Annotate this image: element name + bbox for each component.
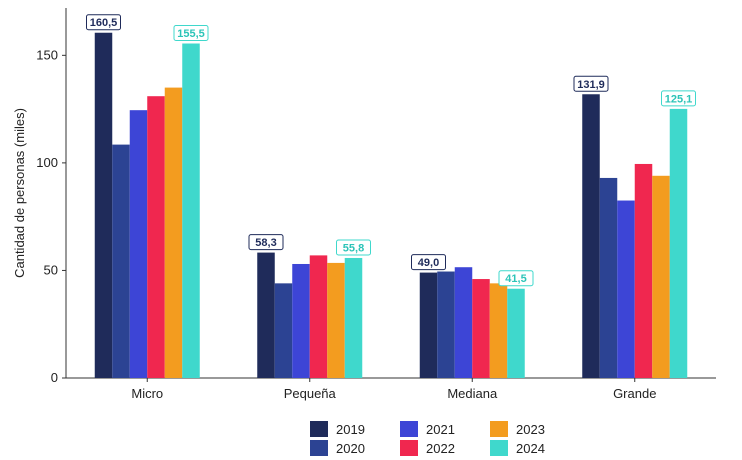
- y-tick-label: 100: [36, 155, 58, 170]
- x-tick-label: Grande: [613, 386, 656, 401]
- data-label: 55,8: [343, 242, 364, 254]
- data-label: 125,1: [665, 93, 693, 105]
- x-tick-label: Micro: [131, 386, 163, 401]
- data-label: 41,5: [505, 273, 526, 285]
- data-label: 131,9: [577, 79, 605, 91]
- bar-2021-pequeña: [292, 263, 310, 378]
- bar-2020-mediana: [437, 271, 455, 378]
- bar-2024-micro: [182, 43, 200, 378]
- legend-swatch-2019: [310, 421, 328, 437]
- data-label-box: [173, 24, 209, 41]
- legend-swatch-2021: [400, 421, 418, 437]
- bar-2021-mediana: [454, 267, 473, 378]
- data-label-box: [573, 75, 609, 92]
- data-label-box: [248, 234, 284, 251]
- y-tick-label: 50: [44, 262, 58, 277]
- legend-swatch-2024: [490, 440, 508, 456]
- bar-2022-micro: [147, 96, 165, 378]
- data-label-box: [86, 14, 121, 31]
- bar-2020-grande: [599, 177, 618, 378]
- bar-2019-mediana: [419, 272, 438, 378]
- data-label-box: [498, 270, 534, 287]
- bar-2020-micro: [112, 144, 130, 378]
- legend-label-2023: 2023: [516, 422, 545, 437]
- bar-2024-pequeña: [344, 257, 363, 378]
- data-label: 49,0: [418, 257, 439, 269]
- bar-2024-grande: [669, 108, 688, 379]
- bar-2021-grande: [617, 200, 635, 378]
- bar-2022-pequeña: [309, 255, 328, 378]
- bar-2023-mediana: [489, 283, 508, 378]
- bar-2022-mediana: [472, 279, 490, 378]
- y-axis-title: Cantidad de personas (miles): [12, 108, 27, 278]
- y-tick-label: 150: [36, 47, 58, 62]
- data-label: 58,3: [255, 237, 276, 249]
- legend-label-2024: 2024: [516, 441, 545, 456]
- bar-2023-grande: [652, 175, 670, 378]
- legend-swatch-2022: [400, 440, 418, 456]
- bar-2020-pequeña: [274, 283, 293, 378]
- bar-2022-grande: [634, 163, 653, 378]
- bar-2023-pequeña: [327, 262, 345, 378]
- legend-label-2022: 2022: [426, 441, 455, 456]
- bar-2019-pequeña: [257, 252, 275, 378]
- bars: [94, 32, 688, 379]
- x-tick-label: Mediana: [447, 386, 498, 401]
- legend-swatch-2020: [310, 440, 328, 456]
- bar-2024-mediana: [507, 288, 525, 378]
- legend: 2019 2020 2021 2022 2023 2024: [310, 421, 545, 456]
- y-tick-label: 0: [51, 370, 58, 385]
- x-tick-label: Pequeña: [284, 386, 337, 401]
- data-label-box: [336, 239, 371, 256]
- legend-label-2020: 2020: [336, 441, 365, 456]
- bar-2021-micro: [129, 110, 148, 378]
- legend-label-2019: 2019: [336, 422, 365, 437]
- data-label-box: [411, 254, 446, 271]
- bar-2023-micro: [164, 87, 183, 379]
- data-labels: 160,5 155,5 58,3 55,8 49,0 41,5 131,9 125,1: [86, 14, 696, 287]
- bar-2019-grande: [582, 94, 600, 378]
- data-label: 155,5: [177, 28, 205, 40]
- axes: 0 50 100 150 Cantidad de personas (miles) Mic…: [12, 8, 716, 401]
- data-label-box: [661, 90, 696, 107]
- legend-swatch-2023: [490, 421, 508, 437]
- bar-2019-micro: [94, 32, 113, 378]
- data-label: 160,5: [90, 17, 118, 29]
- legend-label-2021: 2021: [426, 422, 455, 437]
